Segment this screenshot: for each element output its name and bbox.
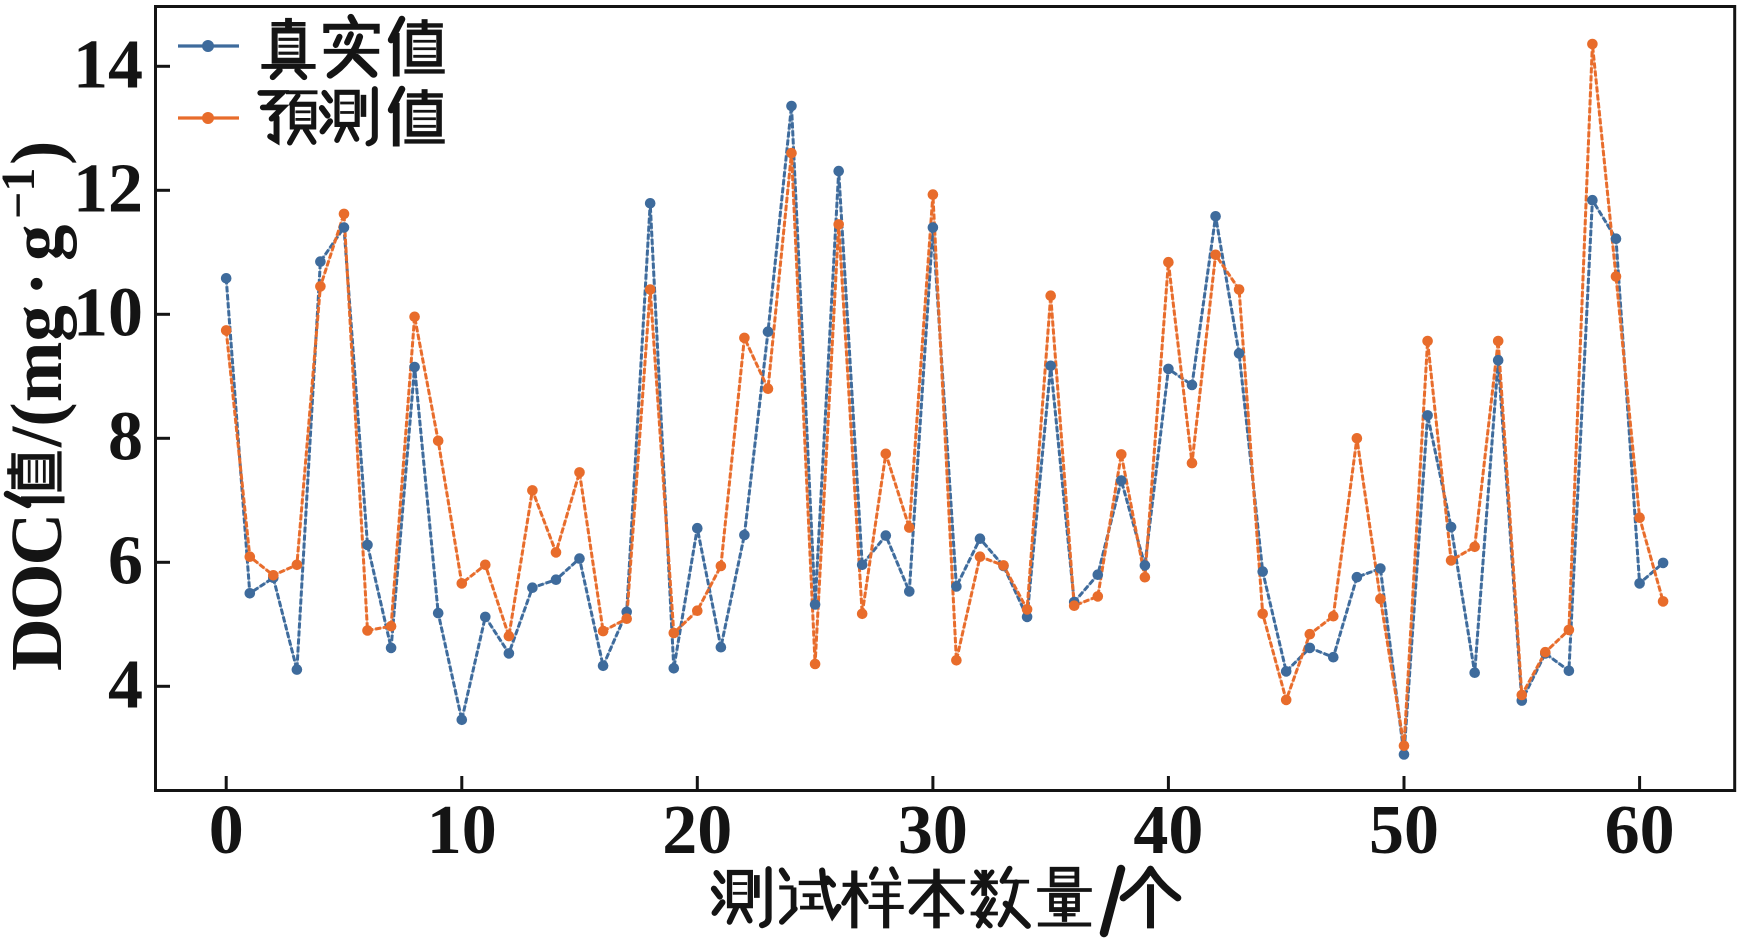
svg-text:6: 6 xyxy=(108,522,143,599)
svg-text:·: · xyxy=(0,272,77,296)
svg-text:4: 4 xyxy=(108,646,143,723)
svg-text:30: 30 xyxy=(898,792,968,869)
svg-text:60: 60 xyxy=(1605,792,1675,869)
svg-text:14: 14 xyxy=(73,26,143,103)
svg-text:DOC: DOC xyxy=(0,515,77,671)
svg-text:50: 50 xyxy=(1369,792,1439,869)
svg-text:g: g xyxy=(0,225,77,262)
svg-text:12: 12 xyxy=(73,150,143,227)
svg-text:8: 8 xyxy=(108,398,143,475)
svg-text:0: 0 xyxy=(209,792,244,869)
svg-text:): ) xyxy=(0,141,77,165)
svg-text:10: 10 xyxy=(427,792,497,869)
svg-text:40: 40 xyxy=(1133,792,1203,869)
svg-text:−1: −1 xyxy=(0,168,45,219)
svg-text:20: 20 xyxy=(662,792,732,869)
svg-text:/(mg: /(mg xyxy=(0,305,77,448)
svg-text:10: 10 xyxy=(73,274,143,351)
